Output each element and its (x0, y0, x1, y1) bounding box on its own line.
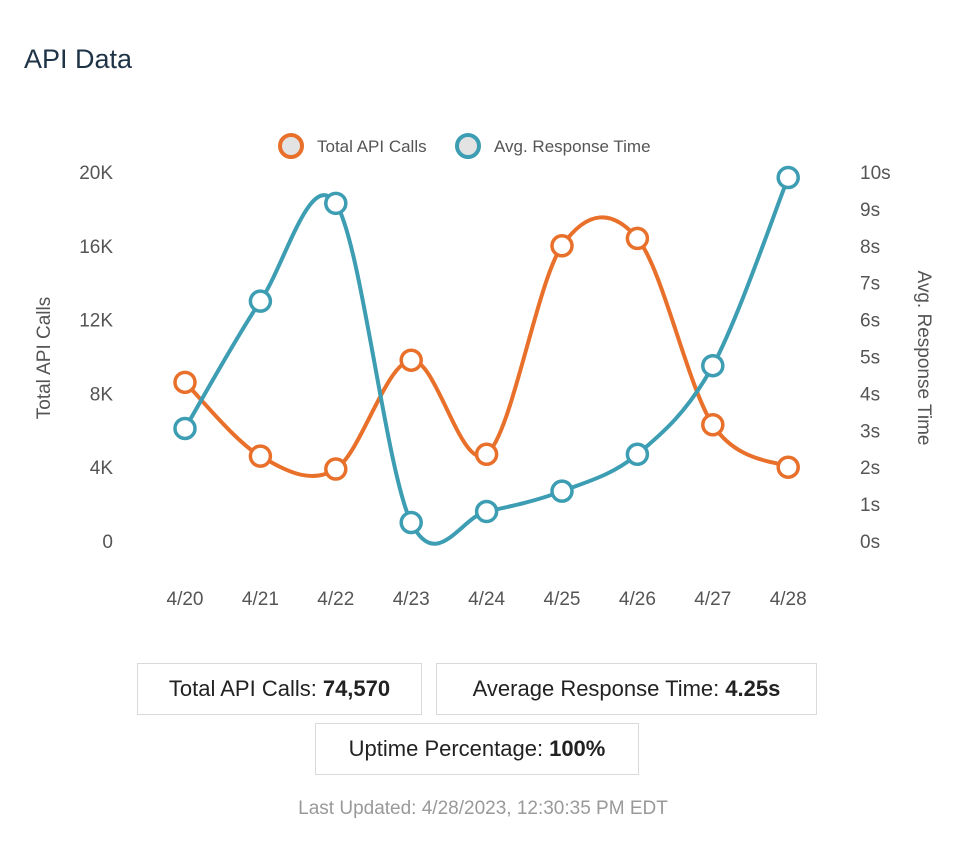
page-title: API Data (24, 44, 133, 75)
y-right-tick-label: 3s (860, 421, 880, 442)
avg-response-time-point (173, 416, 197, 441)
avg-response-time-point (399, 510, 423, 535)
y-left-tick-label: 16K (79, 237, 113, 258)
y-right-tick-label: 4s (860, 384, 880, 405)
y-left-axis-title: Total API Calls (34, 297, 55, 420)
avg-response-time-point (625, 442, 650, 467)
avg-response-time-point (248, 289, 273, 313)
y-left-tick-label: 20K (79, 163, 113, 184)
uptime-percentage-value: 100% (549, 736, 606, 761)
y-left-tick-label: 12K (79, 311, 113, 332)
legend-label: Total API Calls (317, 137, 427, 156)
x-tick-label: 4/27 (694, 589, 731, 610)
legend-marker (455, 133, 481, 159)
y-left-tick-label: 4K (90, 458, 114, 479)
y-right-tick-label: 9s (860, 200, 880, 221)
y-right-tick-label: 7s (860, 274, 880, 295)
avg-response-time-point (474, 499, 499, 524)
x-tick-label: 4/26 (619, 589, 656, 610)
y-right-tick-label: 1s (860, 495, 880, 516)
x-tick-label: 4/21 (242, 589, 279, 610)
legend-marker (278, 133, 304, 159)
total-api-calls-label: Total API Calls: (168, 676, 317, 701)
avg-response-time-point (776, 165, 800, 190)
total-api-calls-point (324, 457, 348, 481)
total-api-calls-point (701, 413, 725, 437)
avg-response-time-point (701, 353, 725, 378)
x-tick-label: 4/28 (770, 589, 807, 610)
total-api-calls-value: 74,570 (322, 676, 391, 701)
average-response-time-label: Average Response Time: (472, 676, 720, 701)
average-response-time-stat: Average Response Time: 4.25s (436, 663, 817, 715)
legend-label: Avg. Response Time (494, 137, 651, 156)
total-api-calls-line (183, 215, 791, 479)
x-tick-label: 4/24 (468, 589, 505, 610)
total-api-calls-point (625, 226, 650, 251)
x-tick-label: 4/22 (317, 589, 354, 610)
y-right-tick-label: 8s (860, 237, 880, 258)
y-right-tick-label: 5s (860, 348, 880, 369)
total-api-calls-point (399, 348, 423, 372)
uptime-percentage-stat: Uptime Percentage: 100% (315, 723, 639, 775)
x-tick-label: 4/23 (393, 589, 430, 610)
y-right-tick-label: 2s (860, 458, 880, 479)
y-right-tick-label: 6s (860, 311, 880, 332)
avg-response-time-line (183, 175, 791, 546)
avg-response-time-point (550, 479, 574, 503)
x-tick-label: 4/20 (167, 589, 204, 610)
uptime-percentage-label: Uptime Percentage: (348, 736, 544, 761)
x-tick-label: 4/25 (544, 589, 581, 610)
total-api-calls-point (550, 234, 574, 258)
y-right-tick-label: 10s (860, 163, 891, 184)
total-api-calls-stat: Total API Calls: 74,570 (137, 663, 422, 715)
last-updated-text: Last Updated: 4/28/2023, 12:30:35 PM EDT (298, 798, 668, 819)
total-api-calls-point (776, 455, 800, 479)
y-right-axis-title: Avg. Response Time (913, 271, 934, 446)
y-left-tick-label: 0 (102, 532, 113, 553)
y-right-tick-label: 0s (860, 532, 880, 553)
y-left-tick-label: 8K (90, 384, 114, 405)
total-api-calls-point (248, 444, 273, 468)
average-response-time-value: 4.25s (725, 676, 781, 701)
total-api-calls-point (173, 370, 197, 395)
avg-response-time-point (324, 191, 348, 216)
api-data-chart: 0 4K 8K 12K 16K 20K 0s 1s 2s 3s 4s 5s 6s 7s 8s 9s 10s 4/2… (34, 133, 934, 610)
total-api-calls-point (474, 442, 499, 467)
